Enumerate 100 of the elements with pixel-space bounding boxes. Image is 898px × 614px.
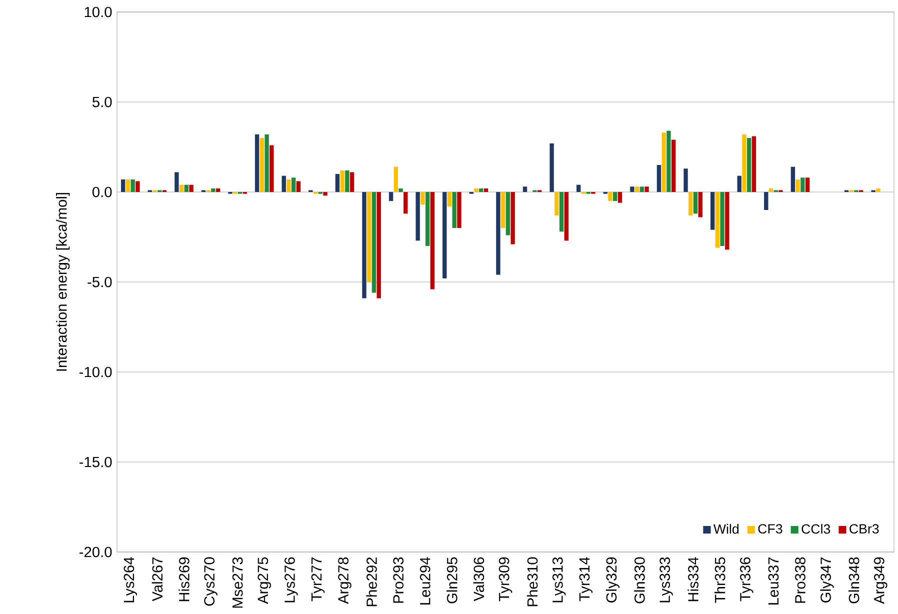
- y-tick-label: -10.0: [80, 366, 112, 378]
- bar: [742, 134, 746, 192]
- bar: [362, 192, 366, 298]
- bar: [398, 188, 403, 192]
- bar: [350, 172, 354, 192]
- x-tick-label: Lys333: [660, 557, 673, 602]
- bar: [335, 174, 340, 192]
- bar: [282, 176, 286, 192]
- bar: [559, 192, 564, 232]
- bar: [345, 170, 350, 192]
- bar: [130, 179, 135, 192]
- bar: [656, 164, 662, 192]
- bar: [715, 192, 720, 248]
- bar: [710, 192, 715, 230]
- x-tick-label: Thr335: [714, 557, 726, 603]
- x-tick-label: Gln348: [848, 557, 860, 604]
- x-tick-label: Lys264: [124, 557, 138, 602]
- bar: [644, 186, 649, 192]
- x-tick-label: Tyr277: [311, 557, 325, 602]
- bar: [720, 192, 724, 246]
- x-tick-label: Phe292: [366, 557, 377, 606]
- x-tick-label: Arg278: [338, 557, 352, 604]
- legend-label: CBr3: [850, 524, 879, 534]
- x-tick-label: Arg349: [874, 557, 888, 604]
- bar: [452, 192, 456, 228]
- y-axis-title: Interaction energy [kca/mol]: [56, 192, 70, 371]
- bar: [442, 192, 447, 278]
- x-tick-label: His334: [688, 557, 698, 602]
- legend-label: CCl3: [802, 524, 830, 534]
- bar: [479, 188, 484, 192]
- y-tick-label: 10.0: [84, 6, 112, 18]
- bar: [394, 166, 398, 192]
- bar: [425, 192, 430, 246]
- y-tick-label: -20.0: [80, 546, 112, 558]
- bar: [790, 166, 796, 192]
- bar: [764, 192, 768, 210]
- bar: [796, 179, 800, 192]
- x-tick-label: Cys270: [204, 557, 218, 606]
- x-tick-label: Mse273: [232, 557, 243, 608]
- x-tick-label: Gly347: [820, 557, 834, 602]
- bar: [340, 170, 344, 192]
- bar: [372, 192, 376, 293]
- bar: [510, 192, 515, 244]
- x-tick-label: Leu294: [420, 557, 430, 604]
- bar: [296, 181, 301, 192]
- bar: [576, 184, 581, 192]
- legend-label: Wild: [713, 524, 738, 534]
- bar: [506, 192, 510, 236]
- bar: [430, 192, 435, 290]
- x-tick-label: Pro293: [393, 557, 404, 603]
- x-tick-label: Gly329: [606, 557, 620, 602]
- bar: [260, 138, 264, 192]
- bar: [270, 145, 274, 192]
- bar: [662, 132, 666, 192]
- bar: [688, 192, 693, 216]
- bar: [693, 192, 698, 214]
- bar: [184, 184, 189, 192]
- x-tick-label: Arg275: [258, 557, 271, 604]
- bar: [416, 192, 420, 241]
- bar: [564, 192, 568, 241]
- bar: [634, 186, 640, 192]
- bar: [291, 178, 296, 192]
- bar: [752, 136, 756, 192]
- x-tick-label: Lys313: [552, 557, 566, 602]
- bar: [640, 186, 644, 192]
- x-tick-label: His269: [178, 557, 190, 602]
- bar: [671, 140, 676, 192]
- bar: [698, 192, 702, 218]
- bar: [216, 188, 220, 192]
- bar: [376, 192, 381, 298]
- bar: [179, 184, 184, 192]
- x-tick-label: Lys276: [284, 557, 298, 602]
- bar: [684, 168, 688, 192]
- bar: [666, 130, 671, 192]
- bar: [746, 138, 752, 192]
- bar: [254, 134, 260, 192]
- bar: [404, 192, 408, 214]
- bar: [286, 179, 291, 192]
- bar: [805, 178, 810, 192]
- x-tick-label: Phe310: [526, 557, 538, 606]
- legend-label: CF3: [758, 524, 782, 534]
- x-tick-label: Tyr314: [579, 557, 593, 602]
- bar: [630, 186, 634, 192]
- bar: [500, 192, 506, 228]
- x-tick-label: Leu337: [768, 557, 779, 604]
- bar: [484, 188, 488, 192]
- bar: [126, 179, 130, 192]
- x-tick-label: Gln295: [446, 557, 458, 604]
- bar: [876, 188, 880, 192]
- bar: [323, 192, 328, 196]
- x-tick-label: Val267: [152, 557, 163, 602]
- bar: [388, 192, 394, 201]
- x-tick-label: Gln330: [634, 557, 645, 604]
- bar: [457, 192, 462, 228]
- bar: [264, 134, 269, 192]
- y-tick-label: -15.0: [80, 456, 112, 468]
- bar: [496, 192, 500, 275]
- bar: [737, 176, 742, 192]
- bar: [725, 192, 730, 250]
- bar: [618, 192, 622, 203]
